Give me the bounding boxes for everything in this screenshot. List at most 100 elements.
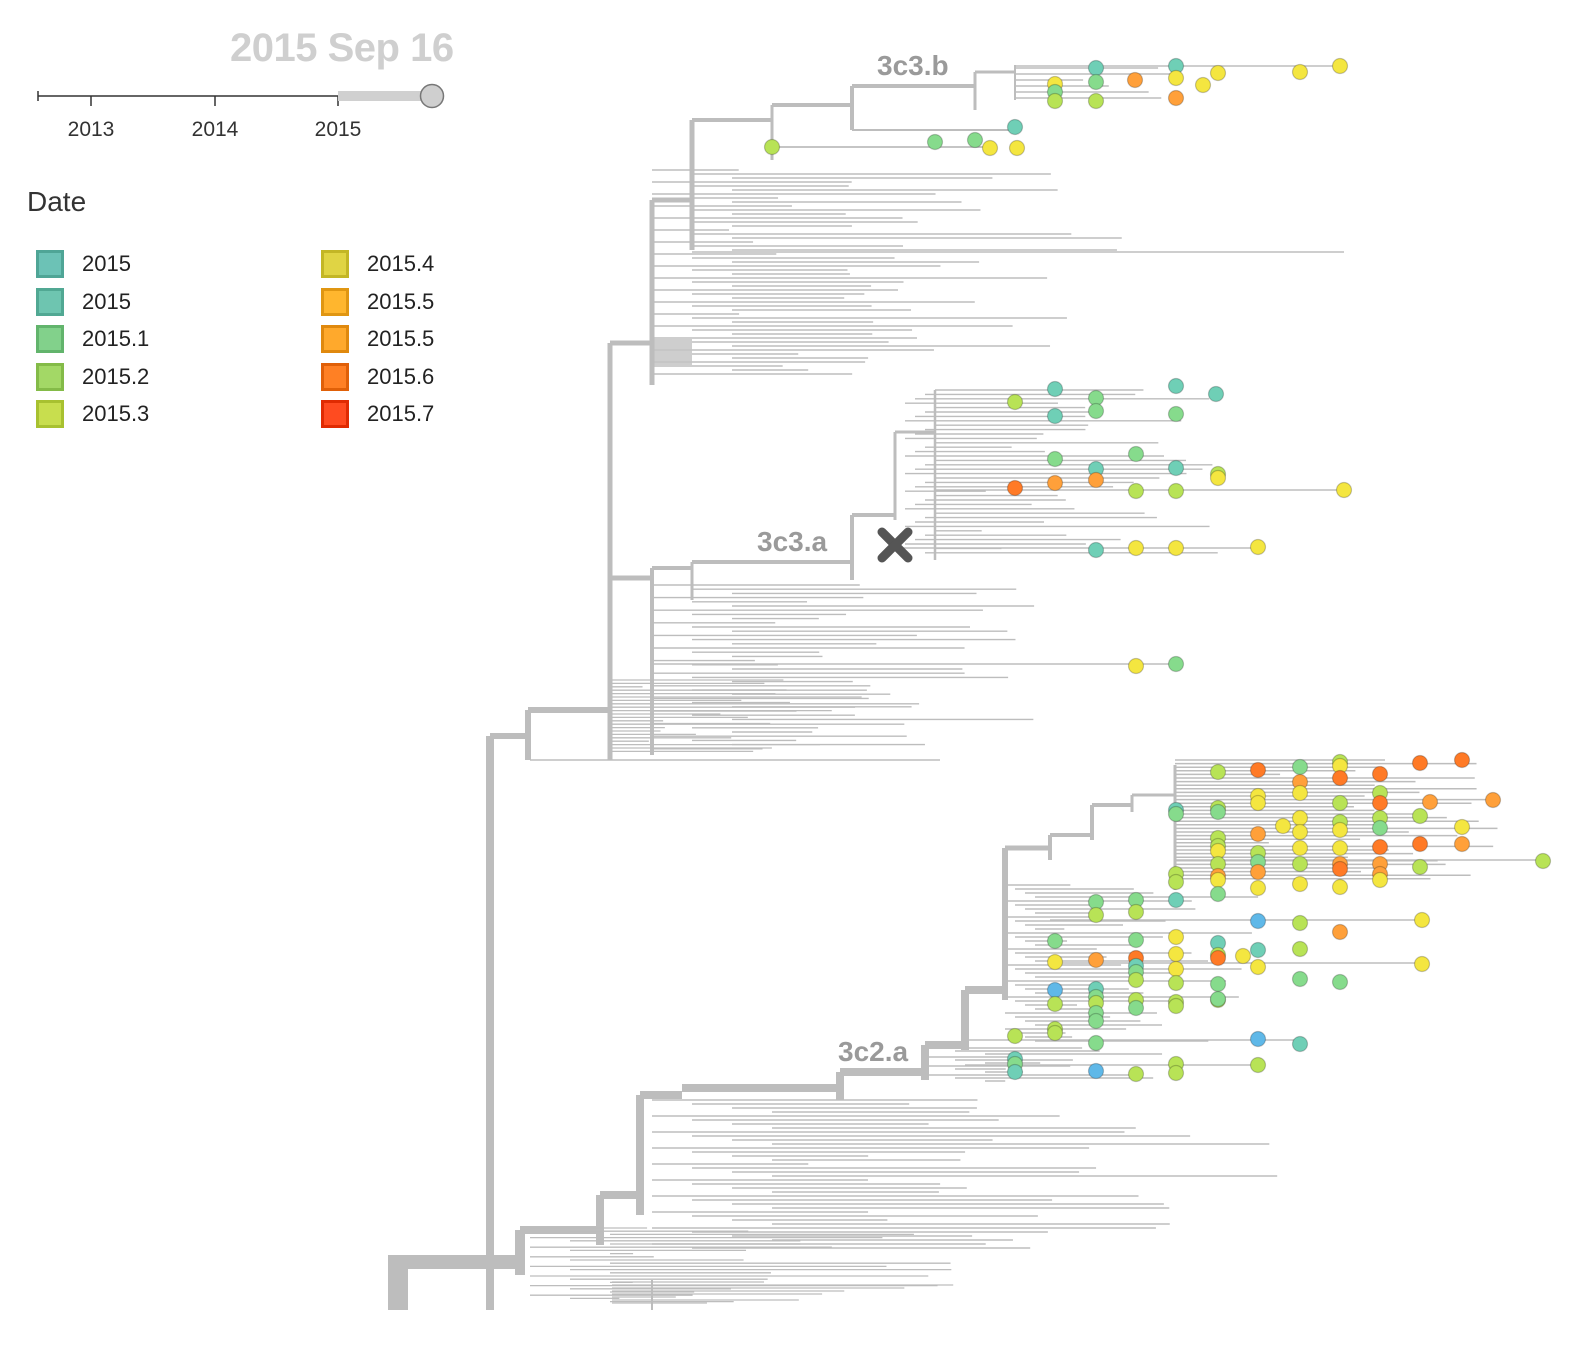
tip-node[interactable] [1249,941,1267,959]
tip-node[interactable] [1046,380,1064,398]
tip-node[interactable] [1167,974,1185,992]
tip-node[interactable] [1209,64,1227,82]
tip-node[interactable] [1291,839,1309,857]
tip-node[interactable] [1331,839,1349,857]
tip-node[interactable] [966,131,984,149]
tip-node[interactable] [1453,751,1471,769]
legend-item[interactable]: 2015.4 [321,247,434,281]
tip-node[interactable] [1087,541,1105,559]
legend-item[interactable]: 2015.7 [321,397,434,431]
tip-node[interactable] [1249,879,1267,897]
tip-node[interactable] [1167,891,1185,909]
legend-item[interactable]: 2015.6 [321,360,434,394]
tip-node[interactable] [1209,763,1227,781]
tip-node[interactable] [1411,858,1429,876]
tip-node[interactable] [1194,76,1212,94]
tip-node[interactable] [1291,823,1309,841]
tip-node[interactable] [1207,385,1225,403]
tip-node[interactable] [981,139,999,157]
tip-node[interactable] [1291,1035,1309,1053]
tip-node[interactable] [1291,940,1309,958]
tip-node[interactable] [1167,805,1185,823]
tip-node[interactable] [763,138,781,156]
tip-node[interactable] [1413,955,1431,973]
tip-node[interactable] [1046,474,1064,492]
tip-node[interactable] [1087,1012,1105,1030]
tip-node[interactable] [1046,953,1064,971]
tip-node[interactable] [1331,821,1349,839]
tip-node[interactable] [1167,89,1185,107]
tip-node[interactable] [1209,885,1227,903]
tip-node[interactable] [1335,481,1353,499]
tip-node[interactable] [1534,852,1552,870]
tip-node[interactable] [1046,932,1064,950]
tip-node[interactable] [1167,945,1185,963]
legend-item[interactable]: 2015.1 [36,322,149,356]
tip-node[interactable] [1167,482,1185,500]
tip-node[interactable] [1484,791,1502,809]
tip-node[interactable] [1411,835,1429,853]
tip-node[interactable] [1046,995,1064,1013]
tip-node[interactable] [1371,819,1389,837]
tip-node[interactable] [1087,59,1105,77]
tip-node[interactable] [1127,971,1145,989]
tip-node[interactable] [1046,1024,1064,1042]
tip-node[interactable] [1046,92,1064,110]
legend-item[interactable]: 2015.3 [36,397,149,431]
tip-node[interactable] [1421,793,1439,811]
legend-item[interactable]: 2015.5 [321,322,434,356]
tip-node[interactable] [1249,1056,1267,1074]
tip-node[interactable] [1209,803,1227,821]
tip-node[interactable] [1249,912,1267,930]
tip-node[interactable] [1411,807,1429,825]
tip-node[interactable] [1371,794,1389,812]
tip-node[interactable] [926,133,944,151]
tip-node[interactable] [1087,951,1105,969]
tip-node[interactable] [1291,855,1309,873]
tip-node[interactable] [1453,818,1471,836]
tip-node[interactable] [1453,835,1471,853]
tip-node[interactable] [1006,479,1024,497]
tip-node[interactable] [1331,860,1349,878]
tip-node[interactable] [1087,906,1105,924]
tip-node[interactable] [1167,997,1185,1015]
tip-node[interactable] [1046,450,1064,468]
tip-node[interactable] [1331,769,1349,787]
tip-node[interactable] [1087,73,1105,91]
tip-node[interactable] [1209,949,1227,967]
tip-node[interactable] [1291,784,1309,802]
tip-node[interactable] [1411,754,1429,772]
tip-node[interactable] [1006,1027,1024,1045]
legend-item[interactable]: 2015 [36,247,131,281]
tip-node[interactable] [1249,538,1267,556]
tip-node[interactable] [1274,817,1292,835]
tip-node[interactable] [1371,765,1389,783]
tip-node[interactable] [1291,63,1309,81]
tip-node[interactable] [1087,402,1105,420]
tip-node[interactable] [1209,975,1227,993]
tip-node[interactable] [1331,878,1349,896]
tip-node[interactable] [1167,655,1185,673]
tip-node[interactable] [1167,928,1185,946]
tip-node[interactable] [1291,970,1309,988]
tip-node[interactable] [1371,838,1389,856]
tip-node[interactable] [1331,923,1349,941]
tip-node[interactable] [1249,1030,1267,1048]
tip-node[interactable] [1127,539,1145,557]
tip-node[interactable] [1291,809,1309,827]
tip-node[interactable] [1167,1064,1185,1082]
tip-node[interactable] [1087,1062,1105,1080]
tip-node[interactable] [1046,981,1064,999]
tip-node[interactable] [1331,57,1349,75]
tip-node[interactable] [1127,1065,1145,1083]
tip-node[interactable] [1127,482,1145,500]
tip-node[interactable] [1249,761,1267,779]
tip-node[interactable] [1331,794,1349,812]
tip-node[interactable] [1127,657,1145,675]
tip-node[interactable] [1167,539,1185,557]
tip-node[interactable] [1167,377,1185,395]
tip-node[interactable] [1087,92,1105,110]
tip-node[interactable] [1291,914,1309,932]
tip-node[interactable] [1413,911,1431,929]
tip-node[interactable] [1167,960,1185,978]
